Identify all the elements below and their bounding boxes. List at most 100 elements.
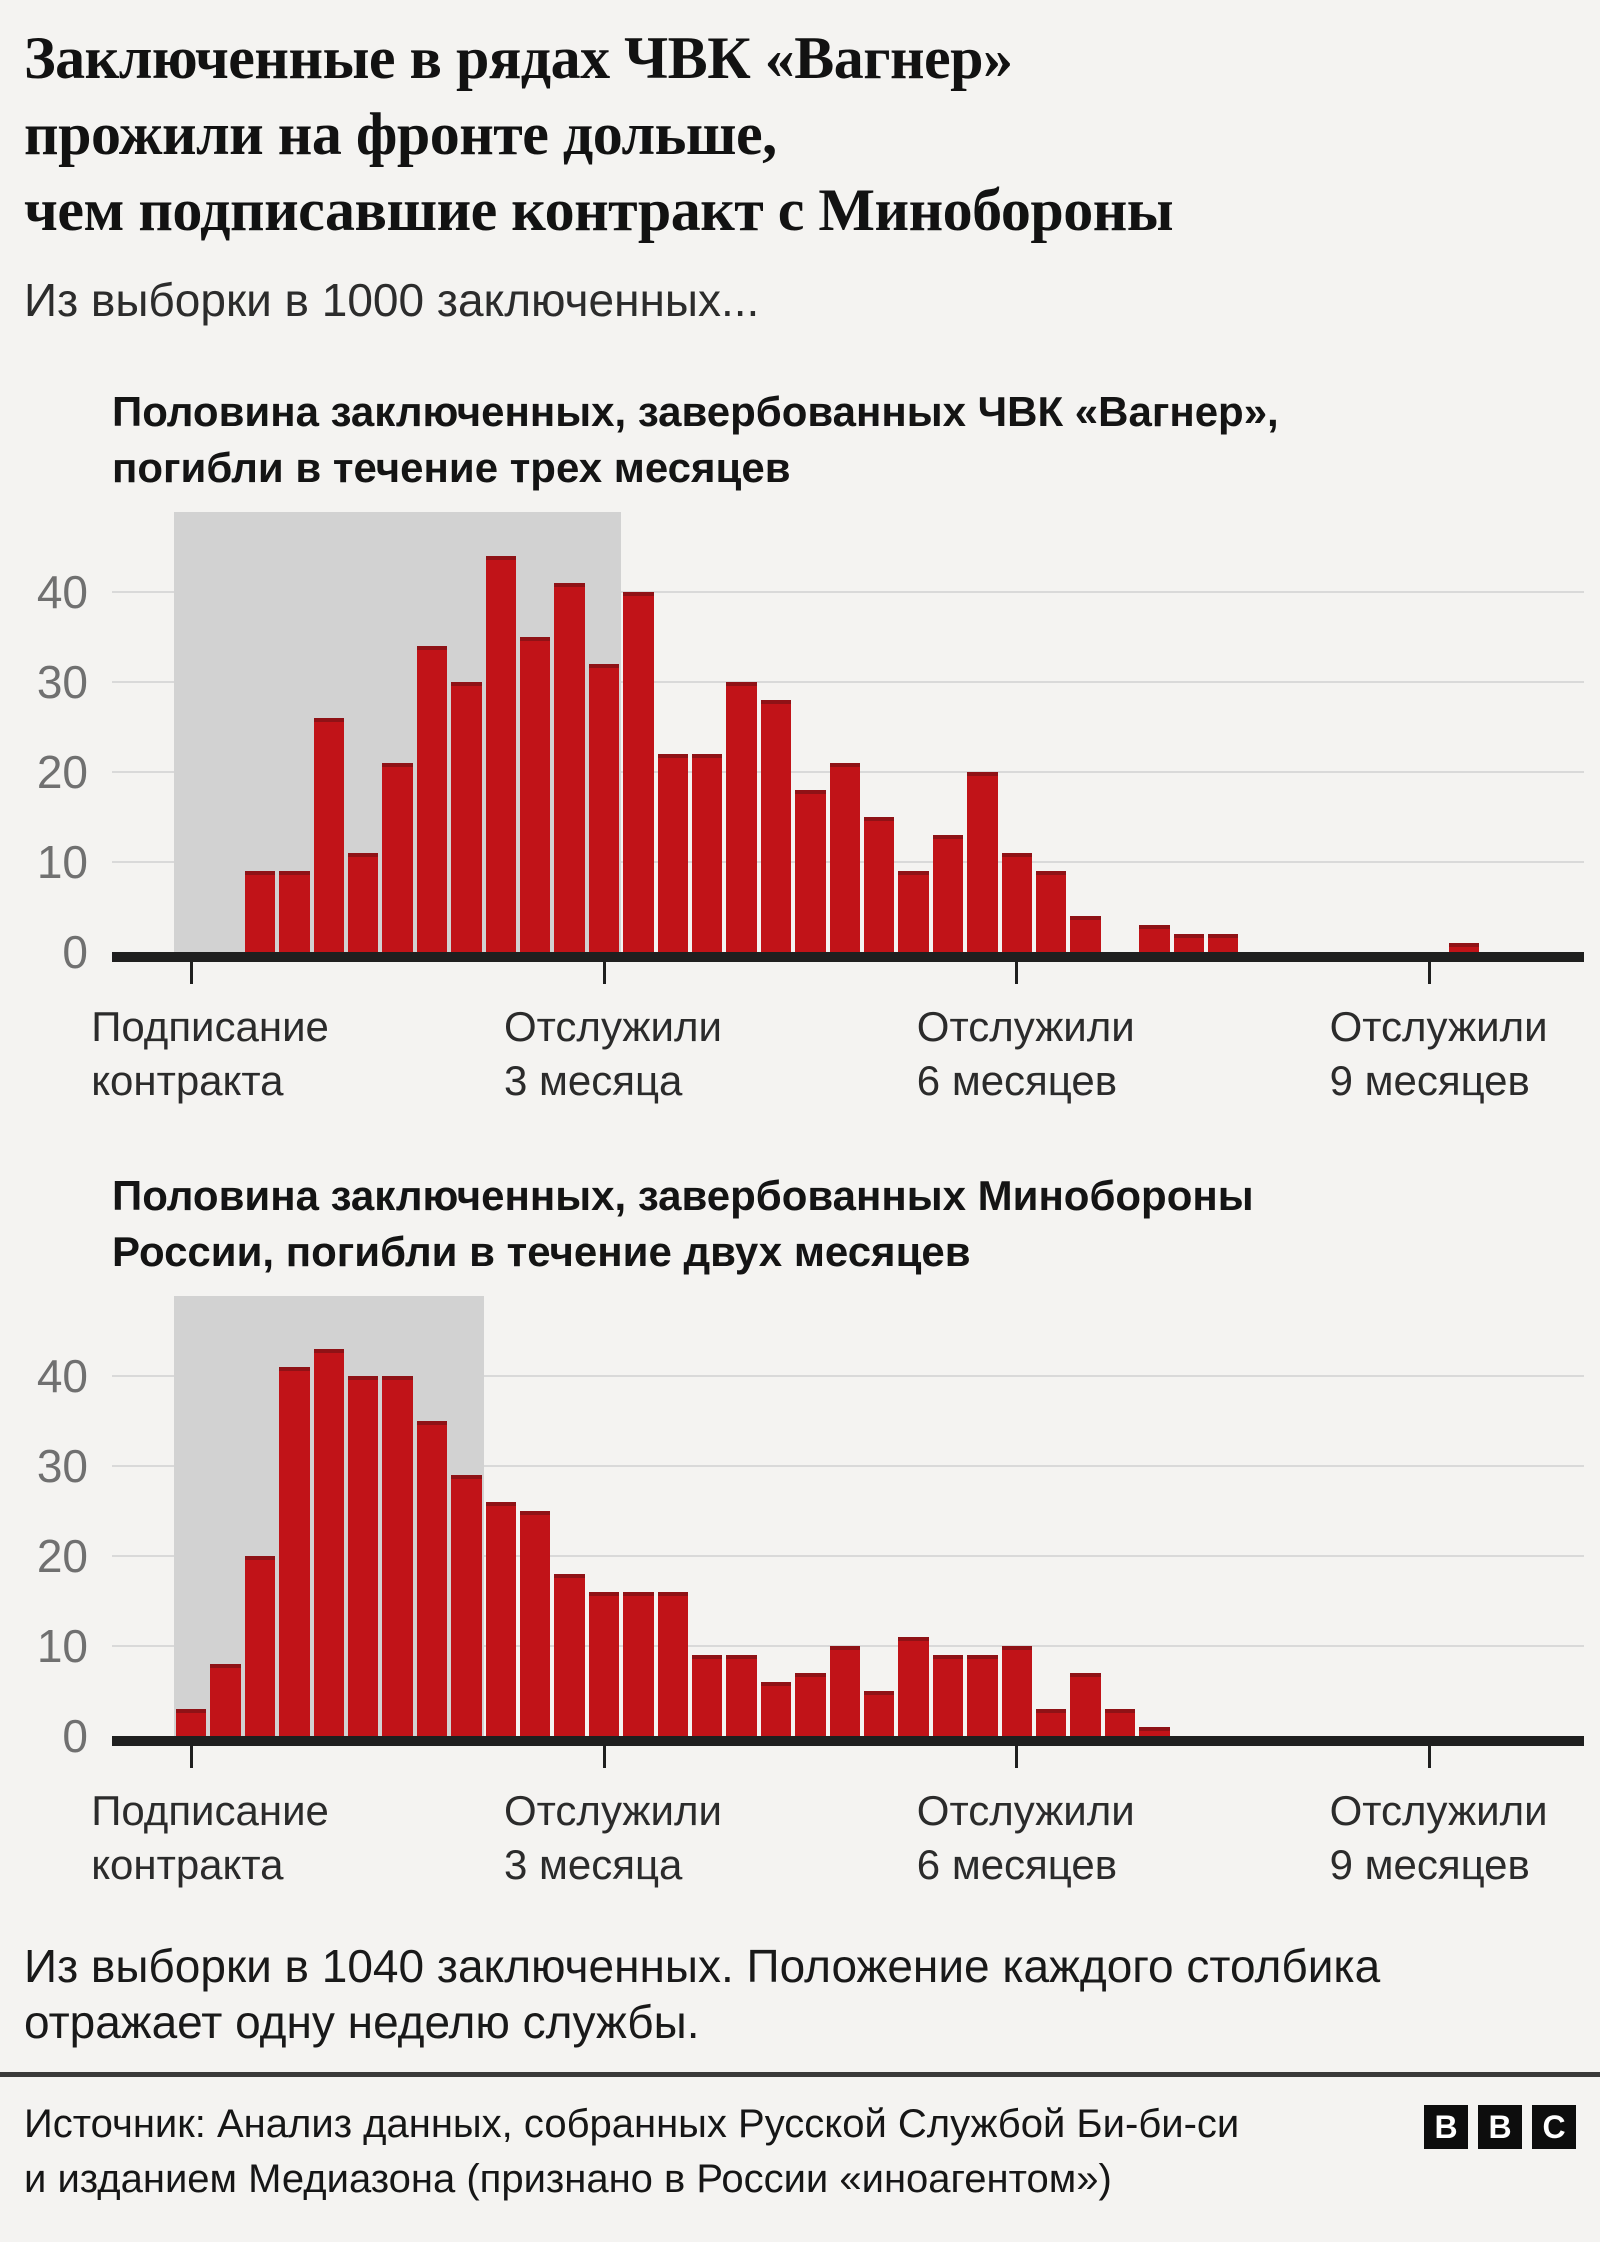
chart-2-heading: Половина заключенных, завербованных Мино… <box>112 1168 1576 1280</box>
gridline-y40 <box>112 591 1584 593</box>
bar-week-7-value-35 <box>416 1421 448 1736</box>
bar-week-24-value-11 <box>1001 853 1032 952</box>
x-axis-label-line: Подписание <box>91 1787 329 1834</box>
y-axis-tick-label: 10 <box>36 836 88 888</box>
bar-week-28-value-3 <box>1139 925 1170 952</box>
x-axis-label: Отслужили 6 месяцев <box>917 1784 1135 1892</box>
x-axis-label-line: Отслужили <box>1329 1003 1548 1050</box>
source-text: Источник: Анализ данных, собранных Русск… <box>24 2097 1239 2207</box>
x-axis-label: Отслужили 3 месяца <box>504 1784 722 1892</box>
bbc-logo-letter: B <box>1424 2105 1468 2149</box>
x-axis-tick <box>1428 962 1432 984</box>
bar-week-18-value-7 <box>795 1673 826 1736</box>
footnote-line: Из выборки в 1040 заключенных. Положение… <box>24 1940 1381 1992</box>
bar-week-19-value-21 <box>829 763 860 952</box>
bar-week-0-value-3 <box>176 1709 207 1736</box>
bar-week-2-value-9 <box>244 871 276 952</box>
bbc-logo-letter: B <box>1478 2105 1522 2149</box>
x-axis-tick <box>1015 962 1019 984</box>
footnote: Из выборки в 1040 заключенных. Положение… <box>24 1938 1576 2050</box>
bar-week-20-value-5 <box>864 1691 895 1736</box>
bbc-logo: B B C <box>1424 2105 1576 2149</box>
bar-week-1-value-8 <box>210 1664 241 1736</box>
y-axis-tick-label: 20 <box>36 1530 88 1582</box>
x-axis-tick <box>1428 1746 1432 1768</box>
x-axis-tick <box>189 1746 193 1768</box>
bar-week-20-value-15 <box>864 817 895 952</box>
bar-week-37-value-1 <box>1448 943 1480 952</box>
x-axis-tick <box>1015 1746 1019 1768</box>
bar-week-9-value-44 <box>485 556 516 952</box>
bar-week-23-value-9 <box>967 1655 998 1736</box>
bar-week-15-value-22 <box>692 754 723 952</box>
bar-week-9-value-26 <box>485 1502 516 1736</box>
bar-week-4-value-43 <box>313 1349 344 1736</box>
gridline-y30 <box>112 681 1584 683</box>
bar-week-10-value-25 <box>520 1511 551 1736</box>
bar-week-5-value-40 <box>348 1376 379 1736</box>
bar-week-22-value-9 <box>932 1655 964 1736</box>
y-axis-tick-label: 30 <box>36 656 88 708</box>
x-axis-label-line: Подписание <box>91 1003 329 1050</box>
footer-divider <box>0 2072 1600 2077</box>
x-axis-label-line: 6 месяцев <box>916 1841 1118 1888</box>
y-axis-tick-label: 20 <box>36 746 88 798</box>
bar-week-5-value-11 <box>348 853 379 952</box>
bar-week-8-value-29 <box>451 1475 482 1736</box>
bar-week-16-value-9 <box>726 1655 757 1736</box>
source-row: Источник: Анализ данных, собранных Русск… <box>24 2097 1576 2207</box>
bar-week-21-value-11 <box>898 1637 929 1736</box>
bar-week-27-value-3 <box>1104 1709 1136 1736</box>
x-axis-label-line: Отслужили <box>1329 1787 1548 1834</box>
bar-week-2-value-20 <box>244 1556 276 1736</box>
bar-week-17-value-6 <box>760 1682 792 1736</box>
wagner-deaths-bar-chart: 0 10 20 30 40 Подписание контракта Отслужили 3 м… <box>0 512 1600 1120</box>
bar-week-11-value-41 <box>554 583 585 952</box>
bar-week-3-value-41 <box>279 1367 310 1736</box>
x-axis-label-line: Отслужили <box>504 1787 722 1834</box>
x-axis-label: Подписание контракта <box>91 1784 329 1892</box>
footnote-line: отражает одну неделю службы. <box>24 1996 700 2048</box>
bar-week-12-value-16 <box>588 1592 620 1736</box>
mod-deaths-bar-chart: 0 10 20 30 40 Подписание контракта Отслужили 3 м… <box>0 1296 1600 1904</box>
x-axis-label-line: 3 месяца <box>504 1841 683 1888</box>
x-axis-label-line: 9 месяцев <box>1329 1841 1530 1888</box>
bar-week-11-value-18 <box>554 1574 585 1736</box>
bar-week-8-value-30 <box>451 682 482 952</box>
bar-week-22-value-13 <box>932 835 964 952</box>
y-axis-tick-label: 10 <box>36 1620 88 1672</box>
x-axis-label: Отслужили 9 месяцев <box>1330 1784 1548 1892</box>
y-axis-tick-label: 40 <box>36 566 88 618</box>
bar-week-26-value-7 <box>1070 1673 1101 1736</box>
gridline-y20 <box>112 1555 1584 1557</box>
bar-week-17-value-28 <box>760 700 792 952</box>
source-line: и изданием Медиазона (признано в России … <box>24 2157 1112 2201</box>
x-axis-label-line: контракта <box>91 1841 284 1888</box>
x-axis-tick <box>602 962 606 984</box>
chart-1-heading: Половина заключенных, завербованных ЧВК … <box>112 384 1576 496</box>
chart-1-heading-line: погибли в течение трех месяцев <box>112 444 791 491</box>
bar-week-28-value-1 <box>1139 1727 1170 1736</box>
bar-week-29-value-2 <box>1173 934 1204 952</box>
bar-week-13-value-16 <box>623 1592 654 1736</box>
x-axis-label-line: 6 месяцев <box>916 1057 1118 1104</box>
page-title-line: чем подписавшие контракт с Минобороны <box>24 177 1174 243</box>
x-axis-tick <box>602 1746 606 1768</box>
bar-week-13-value-40 <box>623 592 654 952</box>
chart-2-heading-line: Половина заключенных, завербованных Мино… <box>112 1172 1254 1219</box>
x-axis-label-line: контракта <box>91 1057 284 1104</box>
chart-1-heading-line: Половина заключенных, завербованных ЧВК … <box>112 388 1279 435</box>
x-axis-line <box>112 1736 1584 1746</box>
bar-week-24-value-10 <box>1001 1646 1032 1736</box>
bar-week-30-value-2 <box>1208 934 1239 952</box>
bbc-logo-letter: C <box>1532 2105 1576 2149</box>
x-axis-label-line: Отслужили <box>504 1003 722 1050</box>
bar-week-25-value-3 <box>1036 1709 1067 1736</box>
bar-week-10-value-35 <box>520 637 551 952</box>
x-axis-label: Отслужили 6 месяцев <box>917 1000 1135 1108</box>
x-axis-label-line: Отслужили <box>916 1787 1135 1834</box>
bar-week-6-value-40 <box>382 1376 413 1736</box>
gridline-y30 <box>112 1465 1584 1467</box>
y-axis-tick-label: 30 <box>36 1440 88 1492</box>
bar-week-18-value-18 <box>795 790 826 952</box>
